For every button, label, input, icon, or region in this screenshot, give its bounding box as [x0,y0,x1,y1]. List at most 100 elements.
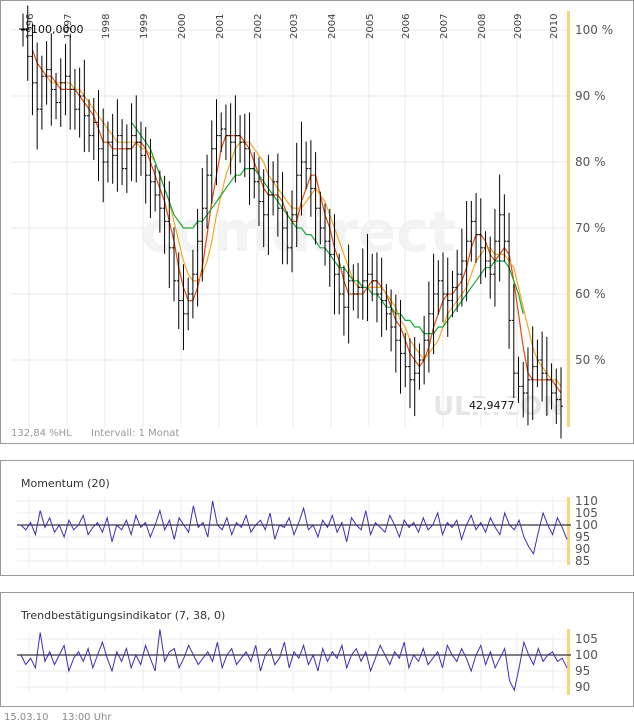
ohlc-bar [275,153,280,237]
ohlc-bar [492,208,497,307]
year-label: 2004 [327,14,338,39]
ohlc-bar [530,326,535,421]
momentum-axis-bar [567,497,570,565]
ohlc-bar [162,175,167,254]
ohlc-bar [63,43,68,116]
price-chart: comdirect ULR.CON 1996199719981999200020… [11,5,613,439]
ohlc-bar [365,233,370,322]
ohlc-bar [441,252,446,323]
ohlc-bar [285,211,290,265]
end-label-bg [467,398,517,412]
ohlc-bar [242,113,247,178]
ohlc-bar [426,281,431,373]
start-value-label: 100,0000 [31,23,84,36]
percent-tick-label: 90 % [575,89,606,103]
ohlc-bar [483,231,488,278]
ohlc-bar [190,249,195,319]
year-label: 2007 [439,14,450,39]
ohlc-bar [308,140,313,217]
ohlc-bar [82,59,87,153]
year-label: 2003 [289,14,300,39]
year-label: 1998 [101,14,112,39]
ohlc-bar [379,257,384,337]
ohlc-bar [129,103,134,182]
trend-panel: Trendbestätigungsindikator (7, 38, 0) 10… [0,592,634,707]
ohlc-bar [44,41,49,105]
ohlc-bar [332,214,337,315]
ohlc-bar [101,108,106,203]
ohlc-bar [200,167,205,282]
ohlc-bar [181,264,186,351]
ohlc-bar [238,115,243,163]
ohlc-bar [25,5,30,81]
year-axis: 1996 1997 1998 1999 2000 2001 2002 2003 2004 2005… [25,14,560,39]
ohlc-bar [502,194,507,262]
year-label: 1999 [139,14,150,39]
ohlc-bar [68,35,73,130]
ohlc-bar [195,208,200,307]
ohlc-bar [450,270,455,318]
ohlc-bar [247,112,252,205]
ohlc-bar [96,90,101,182]
ohlc-bar [209,120,214,204]
ohlc-bar [455,249,460,312]
ohlc-bar [294,142,299,248]
ohlc-bar [516,356,521,403]
ohlc-bar [219,112,224,153]
ohlc-bar [39,55,44,130]
ohlc-bar [252,152,257,199]
watermark: comdirect [141,200,456,265]
trend-line [20,629,568,692]
ohlc-bar [393,294,398,373]
percent-tick-label: 80 % [575,155,606,169]
indicator-tick-label: 105 [575,632,598,646]
interval-label: Intervall: 1 Monat [91,428,179,439]
ohlc-bar [304,141,309,190]
ohlc-bar [87,99,92,153]
indicator-tick-label: 100 [575,518,598,532]
ohlc-bar [507,212,512,349]
year-label: 2000 [177,14,188,39]
ohlc-bar [110,113,115,184]
year-label: 1997 [63,14,74,39]
ohlc-bar [554,368,559,425]
ohlc-bar [431,253,436,355]
ohlc-bar [525,347,530,426]
ohlc-bar [521,361,526,418]
ohlc-bar [72,68,77,130]
indicator-tick-label: 105 [575,506,598,520]
ohlc-bar [167,181,172,289]
ohlc-bar [299,121,304,216]
ohlc-bars [21,5,563,439]
ohlc-bar [540,331,545,402]
ohlc-bar [138,121,143,176]
momentum-panel: Momentum (20) 110 105 100 95 90 85 [0,460,634,576]
ohlc-bar [186,277,191,331]
footer-date: 15.03.10 [4,712,49,723]
ohlc-bar [58,58,63,128]
indicator-tick-label: 90 [575,680,590,694]
momentum-line [20,500,568,556]
ohlc-bar [271,161,276,216]
ohlc-bar [374,252,379,323]
ohlc-bar [497,174,502,282]
ohlc-bar [172,227,177,302]
ohlc-bar [351,264,356,311]
ohlc-bar [323,203,328,266]
ohlc-bar [228,103,233,175]
year-label: 2006 [401,14,412,39]
indicator-tick-label: 85 [575,554,590,568]
ohlc-bar [261,169,266,248]
trend-chart: Trendbestätigungsindikator (7, 38, 0) 10… [17,609,598,695]
right-axis-bar [567,11,570,427]
ohlc-bar [233,95,238,183]
ohlc-bar [407,338,412,409]
ohlc-bar [436,260,441,315]
ohlc-bar [559,367,563,439]
ohlc-bar [35,42,40,150]
ohlc-bar [266,154,271,256]
percent-tick-label: 50 % [575,353,606,367]
year-label: 2001 [215,14,226,39]
ma_mid-line [46,75,562,387]
